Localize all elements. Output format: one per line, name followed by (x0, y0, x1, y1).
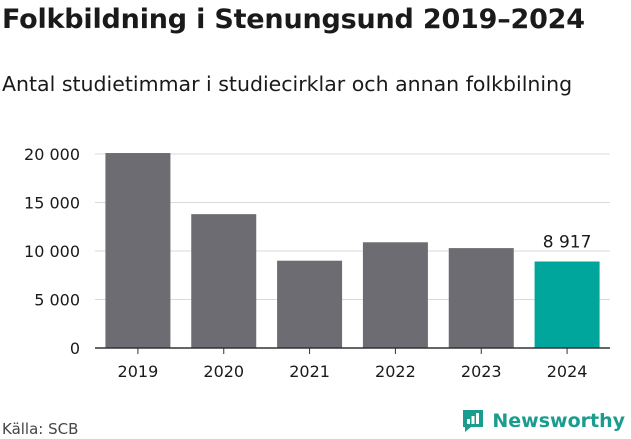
x-tick-label: 2022 (375, 362, 416, 381)
bar (448, 248, 514, 348)
chart-subtitle: Antal studietimmar i studiecirklar och a… (2, 72, 573, 96)
bar (105, 153, 171, 348)
y-tick-label: 20 000 (24, 145, 80, 164)
data-label: 8 917 (543, 233, 592, 253)
newsworthy-logo-icon (463, 410, 484, 432)
x-tick-label: 2020 (203, 362, 244, 381)
bar (277, 260, 343, 348)
y-tick-label: 10 000 (24, 242, 80, 261)
x-tick-label: 2019 (118, 362, 159, 381)
bar (362, 242, 428, 348)
bar (534, 261, 600, 348)
x-tick-label: 2023 (461, 362, 502, 381)
chart-title: Folkbildning i Stenungsund 2019–2024 (2, 4, 585, 35)
brand-logo: Newsworthy (461, 408, 625, 434)
bar (191, 214, 257, 348)
brand-name: Newsworthy (492, 410, 625, 432)
source-label: Källa: SCB (2, 420, 79, 438)
y-tick-label: 5 000 (34, 291, 80, 310)
y-tick-label: 15 000 (24, 194, 80, 213)
x-tick-label: 2024 (547, 362, 588, 381)
x-tick-label: 2021 (289, 362, 330, 381)
y-tick-label: 0 (70, 339, 80, 358)
